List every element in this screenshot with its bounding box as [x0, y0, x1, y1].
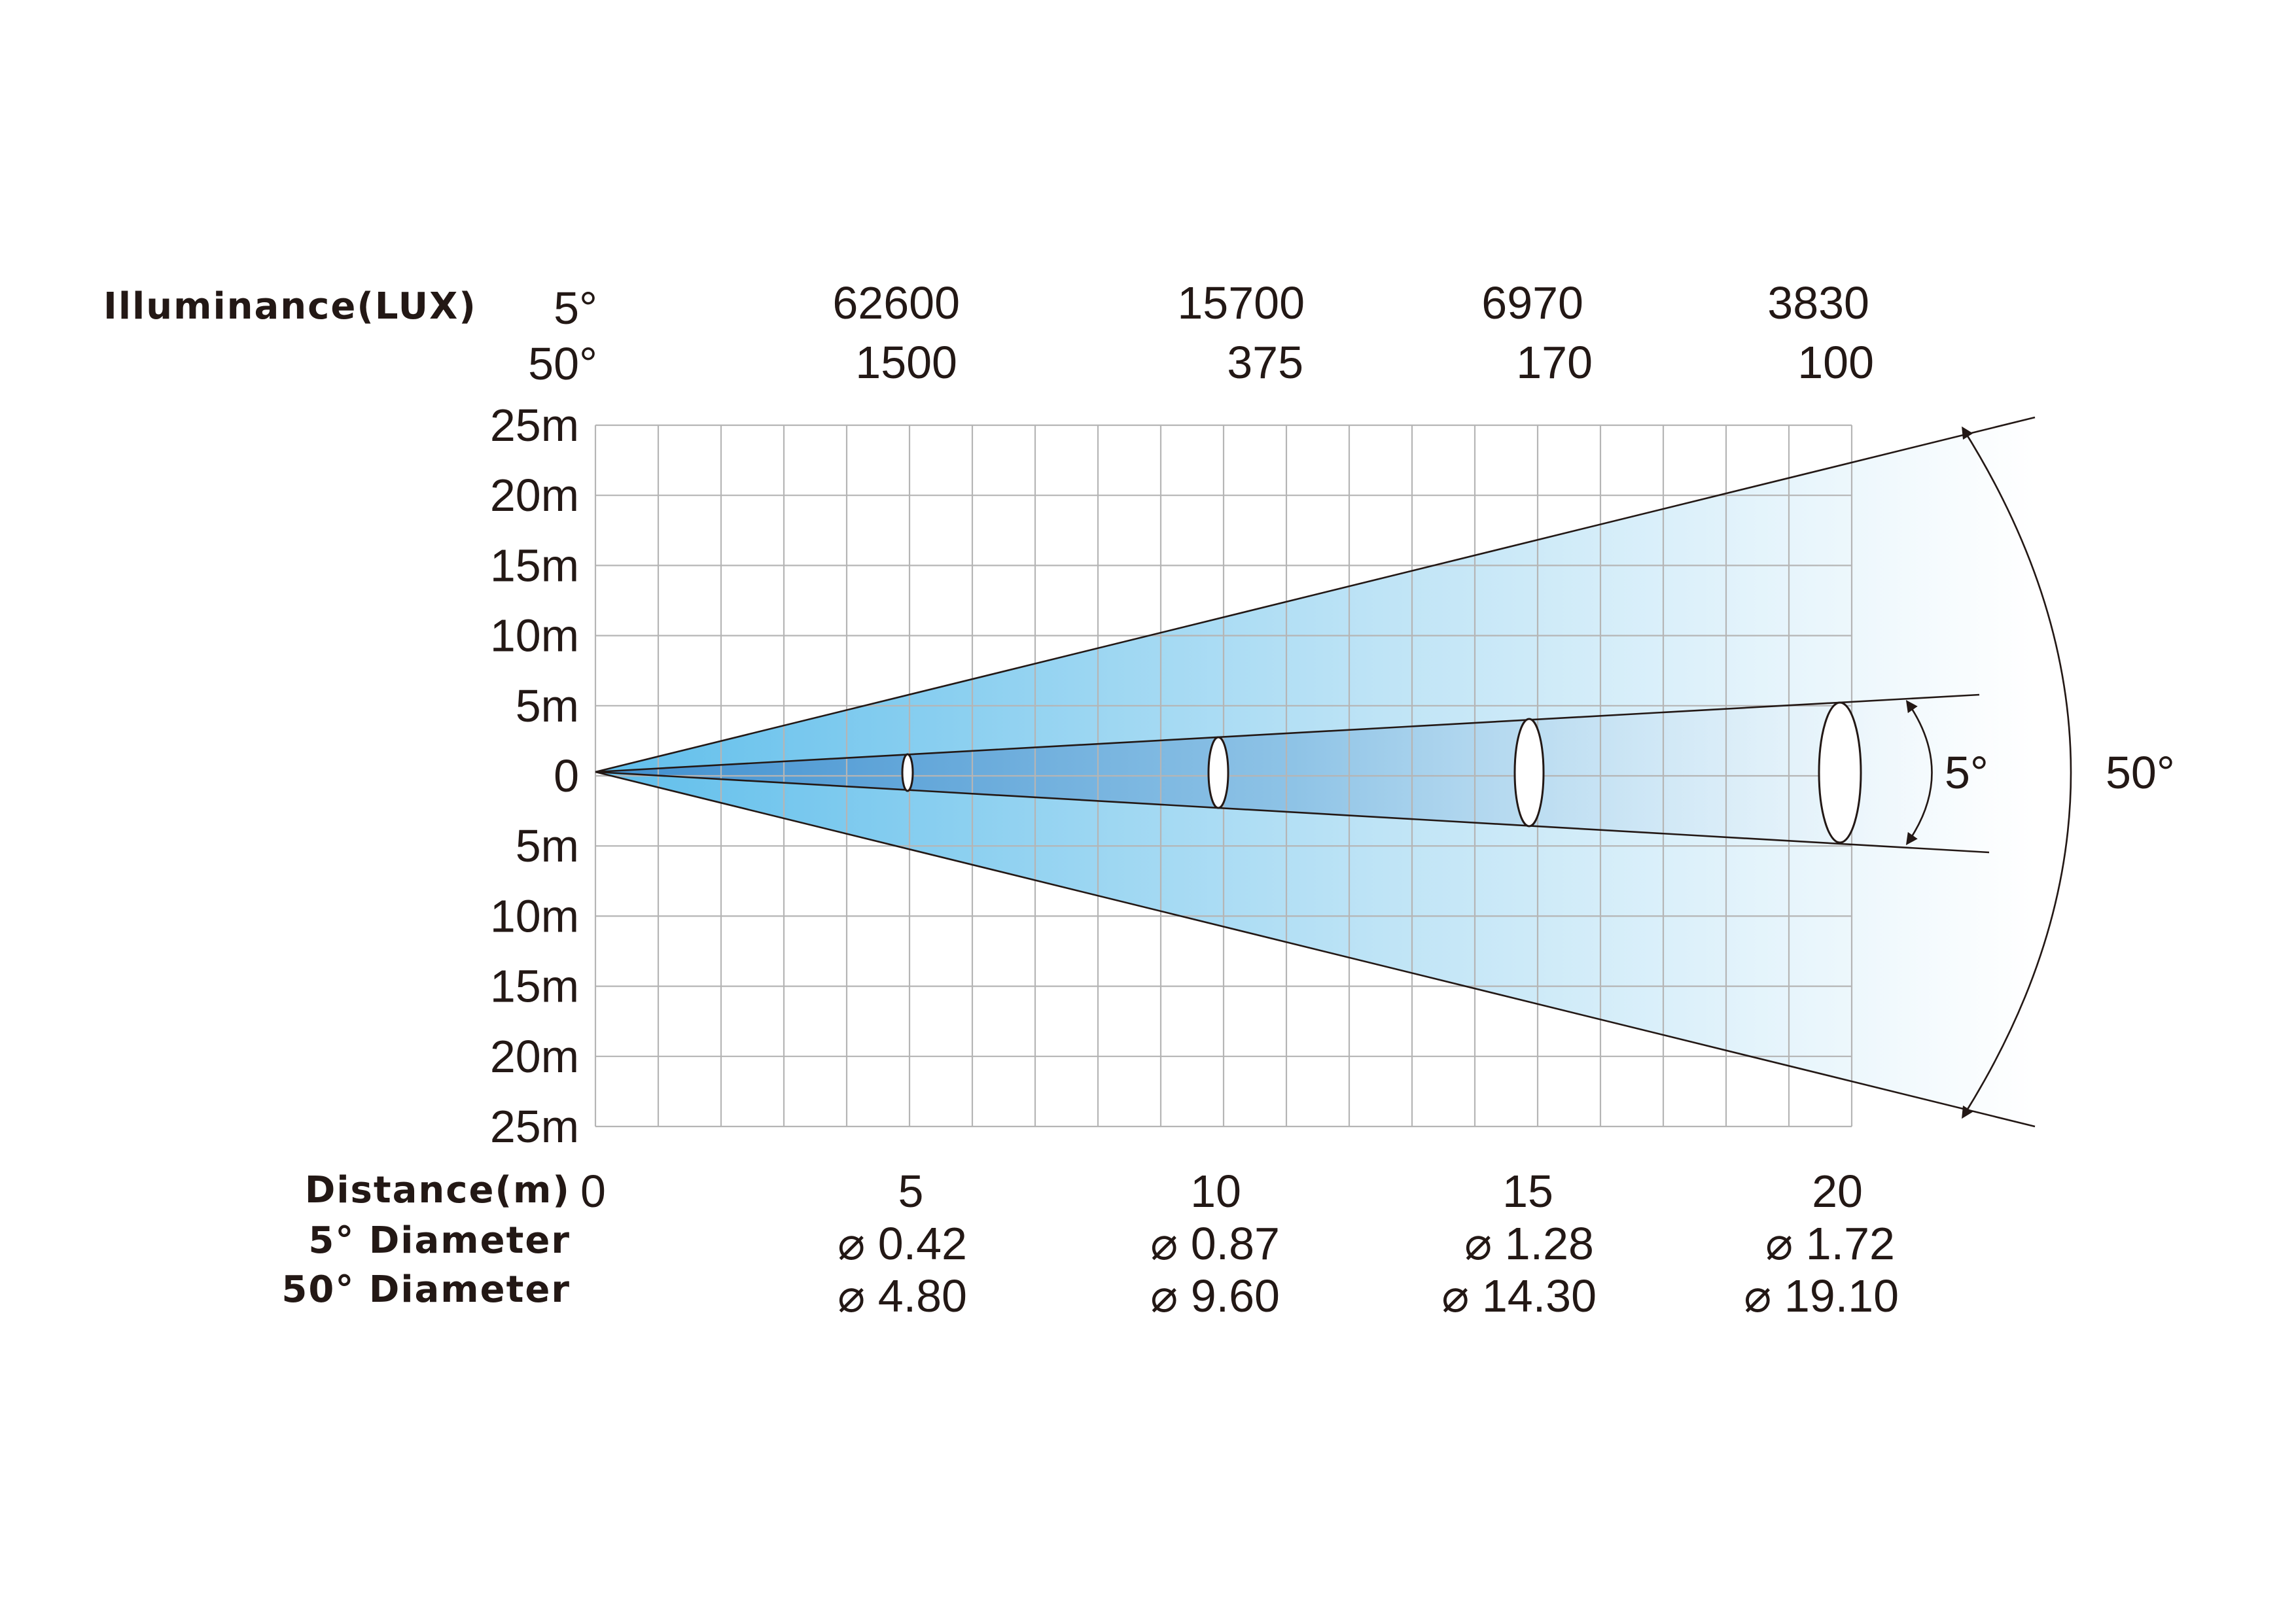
illuminance-row-50-values: 1500 375 170 100 — [855, 337, 1874, 388]
diameter-5-at-10m: ⌀ 0.87 — [1150, 1218, 1280, 1269]
narrow-beam-upper-edge — [595, 693, 1980, 773]
narrow-beam-lower-edge — [595, 771, 1990, 854]
diameter-50-at-20m: ⌀ 19.10 — [1744, 1270, 1899, 1321]
distance-origin: 0 — [580, 1166, 606, 1217]
beam-section-10m — [1207, 736, 1229, 809]
narrow-angle-label: 5° — [1945, 747, 1988, 798]
illuminance-5-at-10m: 15700 — [1177, 277, 1305, 328]
y-axis-tick-label: 5m — [516, 680, 579, 731]
wide-beam-lower-edge — [595, 771, 2036, 1128]
y-axis-tick-label: 10m — [490, 890, 579, 941]
distance-15: 15 — [1502, 1166, 1553, 1217]
illuminance-row-5-values: 62600 15700 6970 3830 — [832, 277, 1869, 328]
distance-label: Distance(m) — [305, 1169, 571, 1212]
y-axis-tick-label: 20m — [490, 470, 579, 521]
y-axis-tick-label: 25m — [490, 400, 579, 451]
y-axis-tick-label: 15m — [490, 540, 579, 591]
beam-section-15m — [1513, 718, 1545, 828]
distance-10: 10 — [1190, 1166, 1241, 1217]
diameter-5-at-5m: ⌀ 0.42 — [838, 1218, 967, 1269]
y-axis-ticks: 25m 20m 15m 10m 5m 0 5m 10m 15m 20m 25m — [490, 400, 579, 1152]
diameter-50-label: 50° Diameter — [281, 1268, 571, 1311]
illuminance-5-at-15m: 6970 — [1481, 277, 1583, 328]
y-axis-tick-label: 15m — [490, 961, 579, 1012]
diameter-5-at-15m: ⌀ 1.28 — [1464, 1218, 1594, 1269]
illuminance-50-at-15m: 170 — [1516, 337, 1593, 388]
illuminance-label: Illuminance(LUX) — [103, 285, 477, 328]
narrow-angle-arc — [1905, 700, 1933, 845]
distance-20: 20 — [1812, 1166, 1863, 1217]
diameter-50-at-15m: ⌀ 14.30 — [1441, 1270, 1597, 1321]
illuminance-50-at-5m: 1500 — [855, 337, 957, 388]
narrow-beam-fill — [595, 693, 2002, 854]
beam-section-20m — [1818, 701, 1862, 844]
diameter-50-at-5m: ⌀ 4.80 — [838, 1270, 967, 1321]
wide-angle-label: 50° — [2106, 747, 2175, 798]
y-axis-tick-label: 20m — [490, 1031, 579, 1082]
y-axis-tick-label: 5m — [516, 820, 579, 871]
diameter-5-at-20m: ⌀ 1.72 — [1765, 1218, 1895, 1269]
y-axis-tick-label: 25m — [490, 1101, 579, 1152]
illuminance-50-at-20m: 100 — [1797, 337, 1874, 388]
illuminance-row-50-angle: 50° — [528, 338, 597, 389]
distance-5: 5 — [898, 1166, 924, 1217]
illuminance-5-at-5m: 62600 — [832, 277, 960, 328]
illuminance-row-5-angle: 5° — [554, 283, 597, 334]
wide-angle-arc — [1962, 426, 2072, 1119]
y-axis-tick-label: 0 — [554, 750, 579, 801]
illuminance-5-at-20m: 3830 — [1767, 277, 1869, 328]
y-axis-tick-label: 10m — [490, 610, 579, 661]
illuminance-50-at-10m: 375 — [1227, 337, 1303, 388]
beam-section-5m — [901, 753, 914, 792]
diameter-50-at-10m: ⌀ 9.60 — [1150, 1270, 1280, 1321]
wide-beam-upper-edge — [595, 416, 2036, 773]
diameter-5-label: 5° Diameter — [308, 1219, 571, 1262]
